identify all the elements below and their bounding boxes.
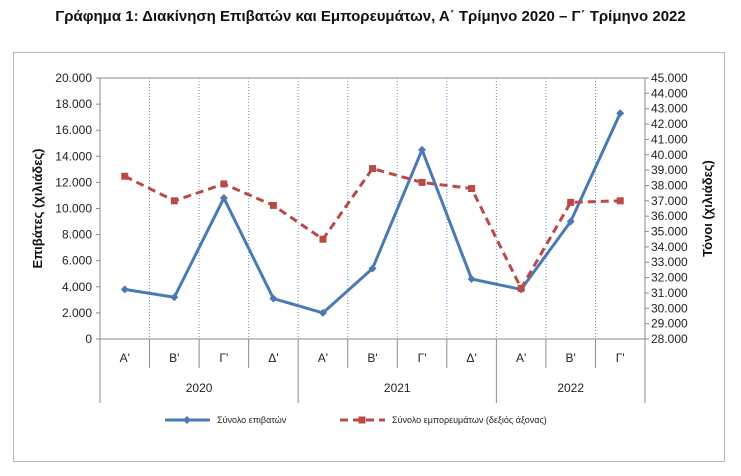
left-tick-label: 10.000 [55, 202, 92, 216]
right-tick-label: 45.000 [651, 71, 688, 85]
right-tick-label: 42.000 [651, 117, 688, 131]
right-tick-label: 41.000 [651, 132, 688, 146]
series-point-2 [269, 201, 277, 209]
series-point-1 [467, 274, 476, 283]
series-point-1 [418, 145, 427, 154]
series-point-2 [567, 198, 575, 206]
series-line-2 [124, 167, 621, 290]
right-tick-label: 34.000 [651, 240, 688, 254]
series-point-1 [219, 194, 228, 203]
left-tick-label: 16.000 [55, 123, 92, 137]
left-tick-label: 2.000 [62, 306, 92, 320]
left-tick-label: 18.000 [55, 97, 92, 111]
right-tick-label: 31.000 [651, 286, 688, 300]
legend-marker-2 [358, 416, 366, 424]
category-label: Δ' [268, 351, 278, 365]
left-tick-label: 4.000 [62, 280, 92, 294]
right-tick-label: 33.000 [651, 255, 688, 269]
year-group-label: 2020 [186, 381, 213, 395]
right-tick-label: 32.000 [651, 271, 688, 285]
series-point-1 [170, 293, 179, 302]
legend-marker-1 [183, 416, 191, 424]
series-point-2 [121, 172, 129, 180]
year-group-label: 2021 [384, 381, 411, 395]
category-label: Γ' [616, 351, 625, 365]
right-tick-label: 39.000 [651, 163, 688, 177]
left-tick-label: 20.000 [55, 71, 92, 85]
category-label: Α' [516, 351, 526, 365]
series-point-2 [468, 185, 476, 193]
right-tick-label: 37.000 [651, 194, 688, 208]
series-point-2 [369, 165, 376, 173]
category-label: Α' [318, 351, 328, 365]
right-tick-label: 40.000 [651, 148, 688, 162]
series-point-1 [566, 217, 575, 226]
series-point-2 [418, 178, 426, 186]
left-tick-label: 12.000 [55, 175, 92, 189]
year-group-label: 2022 [557, 381, 584, 395]
category-label: Γ' [418, 351, 427, 365]
series-point-1 [120, 285, 129, 294]
legend-label-1: Σύνολο επιβατών [217, 415, 287, 425]
right-tick-label: 43.000 [651, 102, 688, 116]
chart-title: Γράφημα 1: Διακίνηση Επιβατών και Εμπορε… [55, 8, 686, 25]
category-label: Δ' [466, 351, 476, 365]
right-axis-title: Τόνοι (χιλιάδες) [700, 160, 715, 257]
series-point-1 [368, 264, 377, 273]
left-tick-label: 6.000 [62, 254, 92, 268]
legend-label-2: Σύνολο εμπορευμάτων (δεξιός άξονας) [392, 415, 547, 425]
series-point-1 [269, 294, 278, 303]
category-label: Γ' [219, 351, 228, 365]
series-point-2 [517, 284, 525, 292]
series-point-2 [220, 180, 228, 188]
series-point-2 [319, 235, 327, 243]
series-point-2 [616, 197, 624, 205]
series-point-2 [170, 197, 178, 205]
category-label: Β' [169, 351, 179, 365]
series-point-1 [616, 109, 625, 118]
right-tick-label: 38.000 [651, 178, 688, 192]
left-tick-label: 8.000 [62, 228, 92, 242]
right-tick-label: 30.000 [651, 301, 688, 315]
left-axis-title: Επιβάτες (χιλιάδες) [30, 149, 45, 269]
right-tick-label: 44.000 [651, 86, 688, 100]
left-tick-label: 0 [85, 332, 92, 346]
series-point-1 [318, 308, 327, 317]
plot-frame [13, 52, 725, 462]
right-tick-label: 36.000 [651, 209, 688, 223]
right-tick-label: 29.000 [651, 317, 688, 331]
left-tick-label: 14.000 [55, 149, 92, 163]
right-tick-label: 35.000 [651, 225, 688, 239]
category-label: Α' [120, 351, 130, 365]
category-label: Β' [367, 351, 377, 365]
right-tick-label: 28.000 [651, 332, 688, 346]
category-label: Β' [566, 351, 576, 365]
